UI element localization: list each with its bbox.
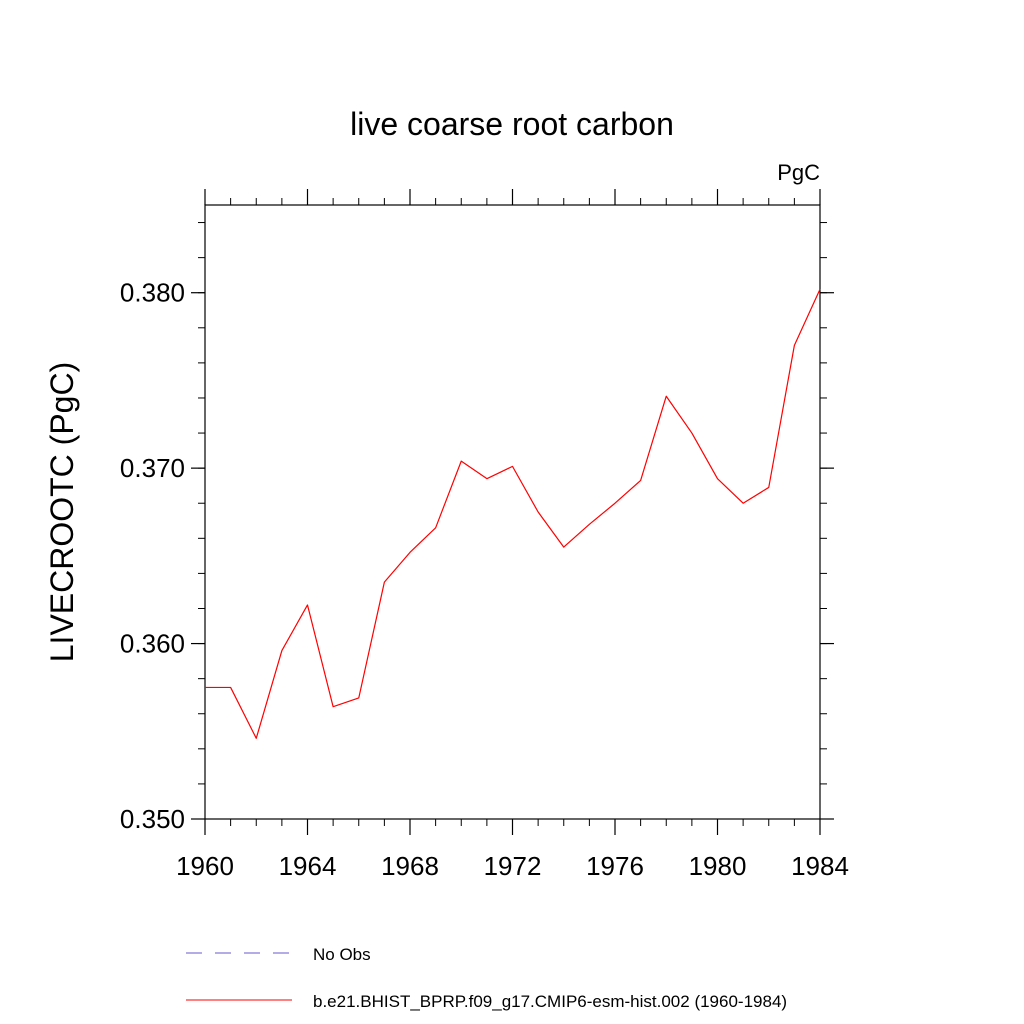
y-axis-label: LIVECROOTC (PgC) (44, 362, 80, 662)
axis-ticks: 0.350 0.360 0.370 0.380 1960 1964 1968 1972 1976… (120, 189, 849, 881)
plot-frame (204, 204, 821, 820)
y-tick-label: 0.350 (120, 804, 185, 834)
chart-title: live coarse root carbon (350, 106, 674, 142)
y-tick-label: 0.370 (120, 453, 185, 483)
y-tick-label: 0.360 (120, 629, 185, 659)
x-tick-label: 1976 (586, 851, 644, 881)
x-tick-label: 1968 (381, 851, 439, 881)
x-tick-label: 1980 (689, 851, 747, 881)
x-tick-label: 1984 (791, 851, 849, 881)
legend-label: No Obs (313, 945, 371, 964)
x-tick-label: 1972 (484, 851, 542, 881)
x-tick-label: 1960 (176, 851, 234, 881)
units-label: PgC (777, 160, 820, 185)
series-line (205, 288, 821, 739)
x-tick-label: 1964 (279, 851, 337, 881)
legend: No Obs b.e21.BHIST_BPRP.f09_g17.CMIP6-esm… (186, 945, 787, 1011)
series-layer (204, 288, 821, 739)
y-tick-label: 0.380 (120, 278, 185, 308)
legend-label: b.e21.BHIST_BPRP.f09_g17.CMIP6-esm-hist.… (313, 992, 787, 1011)
